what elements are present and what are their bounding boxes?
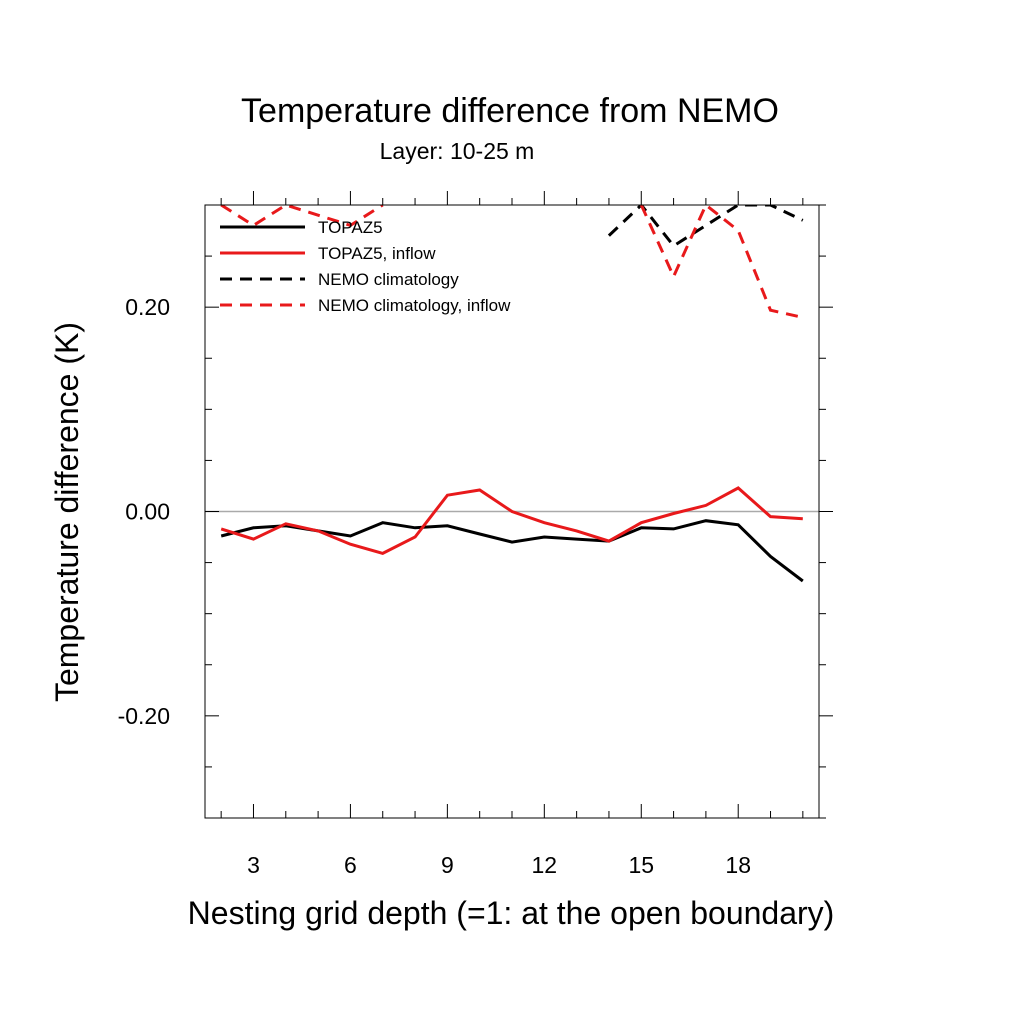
chart-title: Temperature difference from NEMO — [241, 92, 779, 130]
y-axis-label: Temperature difference (K) — [49, 322, 85, 702]
y-tick-label: 0.20 — [125, 294, 170, 320]
x-tick-label: 15 — [628, 852, 654, 878]
legend: TOPAZ5 TOPAZ5, inflow NEMO climatology NEMO… — [220, 218, 511, 315]
legend-entry: NEMO climatology, inflow — [318, 296, 511, 315]
x-tick-label: 12 — [532, 852, 558, 878]
series-line-4 — [220, 205, 384, 228]
x-tick-label: 9 — [441, 852, 454, 878]
legend-entry: TOPAZ5 — [318, 218, 383, 237]
y-tick-label: 0.00 — [125, 499, 170, 525]
x-tick-label: 6 — [344, 852, 357, 878]
series-line-4 — [639, 205, 804, 319]
plot-frame — [204, 204, 820, 819]
legend-entry: TOPAZ5, inflow — [318, 244, 436, 263]
series-line-2 — [220, 486, 803, 556]
y-tick-label: -0.20 — [118, 703, 170, 729]
x-axis-label: Nesting grid depth (=1: at the open boun… — [188, 895, 835, 931]
x-tick-label: 18 — [725, 852, 751, 878]
legend-entry: NEMO climatology — [318, 270, 459, 289]
chart-subtitle: Layer: 10-25 m — [380, 138, 535, 164]
series-line-3 — [607, 205, 804, 248]
x-tick-label: 3 — [247, 852, 260, 878]
